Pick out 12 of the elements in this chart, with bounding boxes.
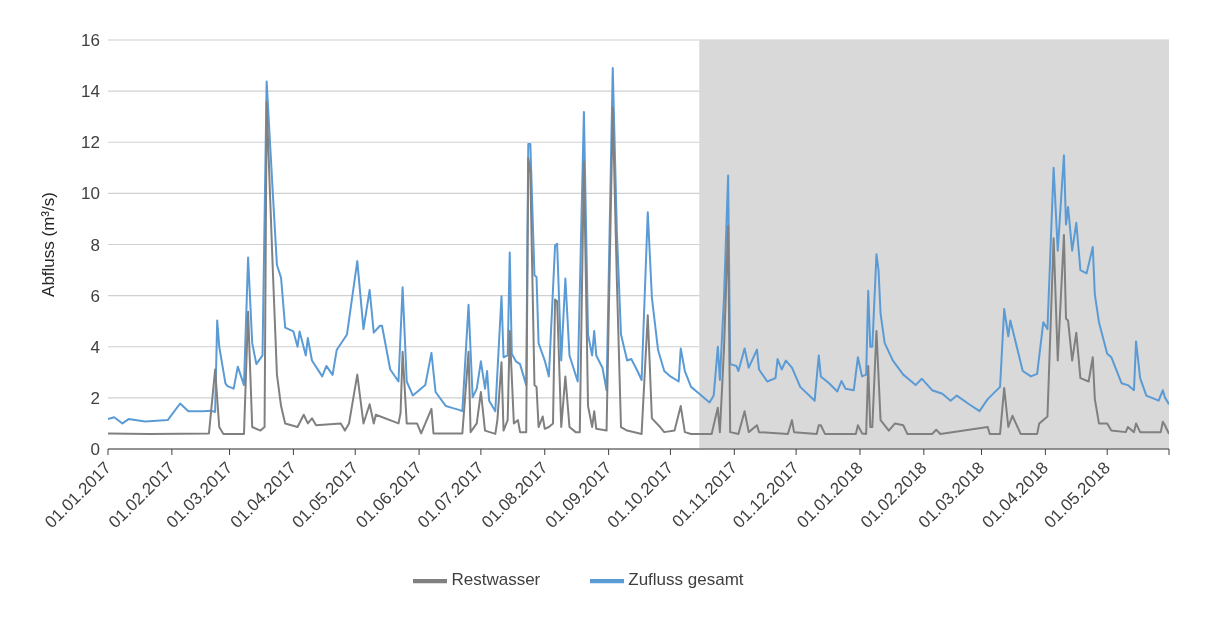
y-tick-label: 8: [90, 235, 100, 255]
y-tick-label: 16: [81, 31, 100, 51]
y-tick-label: 6: [90, 286, 100, 306]
y-axis-title: Abfluss (m³/s): [39, 192, 59, 297]
y-tick-label: 14: [81, 82, 100, 102]
y-tick-label: 0: [90, 440, 100, 460]
y-tick-label: 10: [81, 184, 100, 204]
legend-label: Restwasser: [451, 570, 541, 590]
legend-label: Zufluss gesamt: [628, 570, 744, 590]
y-tick-label: 2: [90, 388, 100, 408]
y-tick-label: 12: [81, 133, 100, 153]
y-tick-label: 4: [90, 337, 100, 357]
